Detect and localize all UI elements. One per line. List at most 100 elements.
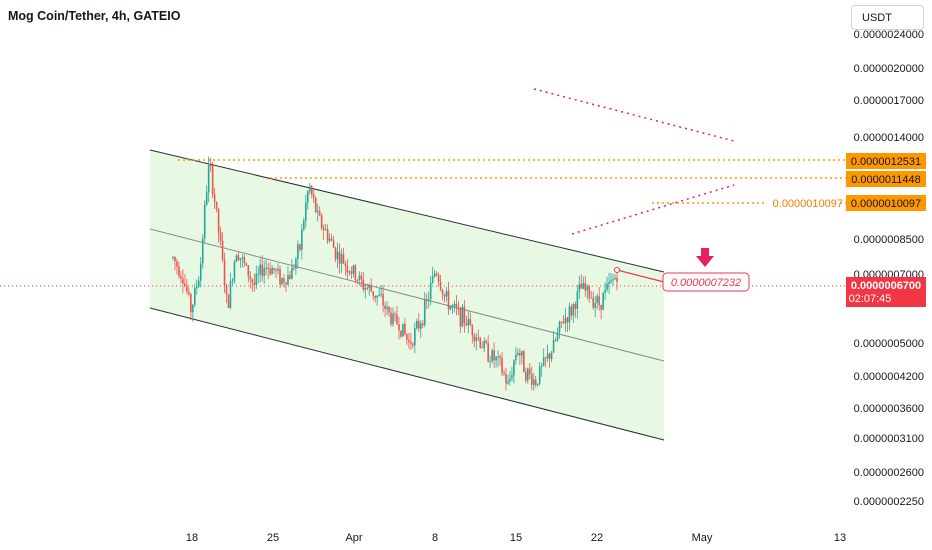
candle-body <box>194 288 196 305</box>
candle-body <box>299 244 301 250</box>
candle-body <box>203 204 206 239</box>
candle-body <box>421 323 424 326</box>
candle-body <box>318 210 321 216</box>
candle-body <box>525 372 527 381</box>
candle-body <box>523 351 525 373</box>
down-arrow-icon <box>696 248 714 267</box>
candle-body <box>528 368 531 375</box>
candle-body <box>308 186 311 192</box>
candle-body <box>400 330 402 337</box>
y-axis[interactable]: 0.0000024000 0.0000020000 0.0000017000 0… <box>854 29 924 508</box>
candle-body <box>542 357 545 366</box>
candles-group <box>172 156 618 391</box>
channel-upper-line[interactable] <box>149 149 665 273</box>
candle-body <box>453 303 456 306</box>
candle-body <box>233 261 236 281</box>
candle-body <box>176 261 178 267</box>
candle-body <box>235 255 238 262</box>
x-tick-label: May <box>692 532 713 544</box>
candle-body <box>390 312 392 325</box>
candle-body <box>269 268 271 275</box>
candle-body <box>586 286 589 291</box>
candle-body <box>521 351 523 356</box>
candle-body <box>328 238 331 241</box>
candle-body <box>499 356 501 358</box>
x-axis[interactable]: 18 25 Apr 8 15 22 May 13 <box>186 532 846 544</box>
y-tick-label: 0.0000003100 <box>854 433 924 445</box>
candle-body <box>592 297 595 308</box>
candle-body <box>229 281 232 308</box>
current-price-tag-bg <box>846 277 926 307</box>
projection-arrow-line[interactable] <box>616 269 665 283</box>
candle-body <box>281 278 283 285</box>
candle-body <box>231 280 234 282</box>
candle-body <box>449 305 452 310</box>
candle-body <box>408 339 410 342</box>
candle-body <box>546 353 549 359</box>
candle-body <box>188 291 190 295</box>
candle-body <box>221 240 224 260</box>
candle-body <box>457 307 460 309</box>
candle-body <box>342 253 345 264</box>
projection-line-upper[interactable] <box>533 88 735 142</box>
candle-body <box>544 357 547 359</box>
candle-body <box>550 352 553 359</box>
candle-body <box>503 372 505 375</box>
channel-lower-line[interactable] <box>149 307 665 441</box>
y-tick-label: 0.0000005000 <box>854 338 924 350</box>
candle-body <box>249 276 252 280</box>
x-tick-label: 15 <box>510 532 522 544</box>
candle-body <box>536 383 539 385</box>
candle-body <box>314 197 317 212</box>
candle-body <box>350 271 353 274</box>
projection-point[interactable] <box>614 267 620 273</box>
candle-body <box>416 320 418 329</box>
candle-body <box>479 337 482 348</box>
candle-body <box>612 279 614 281</box>
y-tick-label: 0.0000008500 <box>854 234 924 246</box>
candle-body <box>584 283 587 291</box>
candle-body <box>374 295 376 298</box>
candle-body <box>477 337 480 339</box>
candle-body <box>489 361 491 363</box>
channel-middle-line[interactable] <box>149 228 665 362</box>
candle-body <box>346 265 349 273</box>
candle-body <box>572 303 575 316</box>
candle-body <box>552 340 555 353</box>
candle-body <box>590 297 593 299</box>
candle-body <box>205 192 208 205</box>
candle-body <box>289 274 291 280</box>
candle-body <box>257 273 260 275</box>
candle-body <box>362 279 365 290</box>
level-tag-bg <box>846 171 926 187</box>
candle-body <box>570 306 573 316</box>
candle-body <box>471 325 474 336</box>
x-tick-label: 8 <box>432 532 438 544</box>
candle-body <box>201 238 204 264</box>
candle-body <box>334 247 337 260</box>
candle-body <box>225 285 228 295</box>
candle-body <box>594 302 596 308</box>
candle-body <box>515 354 517 361</box>
candle-body <box>245 263 248 266</box>
candle-body <box>354 265 357 281</box>
candle-body <box>417 320 420 329</box>
level-tag-label: 0.0000010097 <box>851 198 921 210</box>
candle-body <box>614 277 616 280</box>
candle-body <box>247 265 250 277</box>
y-tick-label: 0.0000024000 <box>854 29 924 41</box>
projection-line-lower[interactable] <box>571 184 735 235</box>
candle-body <box>197 280 200 287</box>
candle-body <box>344 263 347 266</box>
candle-body <box>207 165 210 193</box>
candle-body <box>271 268 273 275</box>
candle-body <box>425 299 428 301</box>
candle-body <box>455 303 458 308</box>
candle-body <box>431 276 434 283</box>
currency-button[interactable]: USDT <box>851 5 924 30</box>
candle-body <box>186 285 188 292</box>
projection-label-box[interactable] <box>662 272 750 292</box>
candle-body <box>429 282 432 300</box>
candle-body <box>562 321 565 324</box>
